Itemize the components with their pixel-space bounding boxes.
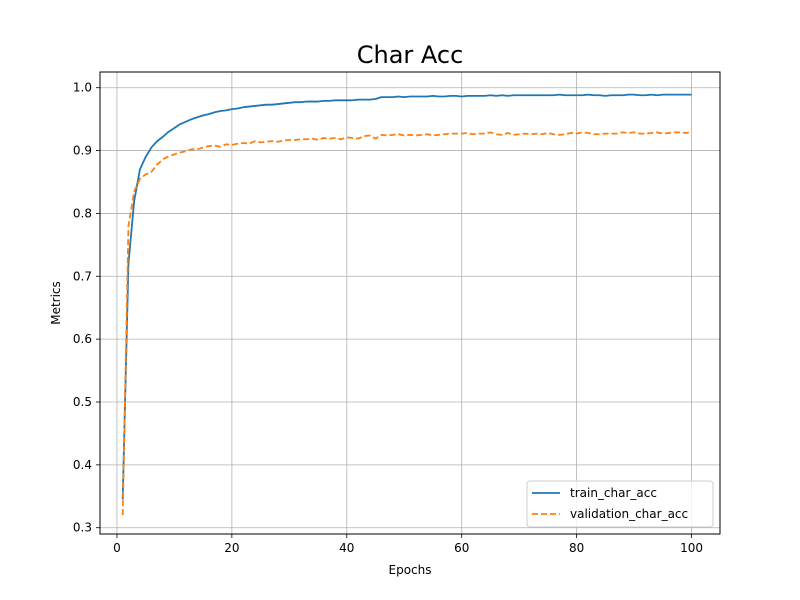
legend-label-validation: validation_char_acc: [570, 507, 688, 521]
x-tick-label: 60: [454, 541, 469, 555]
x-tick-label: 0: [113, 541, 121, 555]
x-tick-label: 80: [569, 541, 584, 555]
y-tick-label: 0.4: [73, 458, 92, 472]
series-line-0: [121, 93, 692, 500]
y-axis-ticks: 0.3 0.4 0.5 0.6 0.7 0.8 0.9 1.0: [73, 81, 100, 535]
x-tick-label: 100: [680, 541, 703, 555]
x-tick-label: 40: [339, 541, 354, 555]
plot-area-frame: [99, 71, 721, 535]
y-axis-label: Metrics: [49, 281, 63, 325]
y-tick-label: 0.8: [73, 206, 92, 220]
y-tick-label: 0.3: [73, 521, 92, 535]
y-tick-label: 1.0: [73, 81, 92, 95]
legend-label-train: train_char_acc: [570, 486, 657, 500]
grid: [100, 72, 720, 534]
y-tick-label: 0.6: [73, 332, 92, 346]
legend: train_char_acc validation_char_acc: [526, 480, 714, 528]
series-line-1: [121, 131, 692, 516]
series-layer: [121, 93, 692, 516]
y-tick-label: 0.9: [73, 144, 92, 158]
y-tick-label: 0.7: [73, 269, 92, 283]
x-axis-label: Epochs: [389, 563, 432, 577]
y-tick-label: 0.5: [73, 395, 92, 409]
x-tick-label: 20: [224, 541, 239, 555]
chart-title: Char Acc: [357, 41, 464, 69]
x-axis-ticks: 0 20 40 60 80 100: [113, 534, 703, 555]
legend-box: [526, 480, 714, 528]
